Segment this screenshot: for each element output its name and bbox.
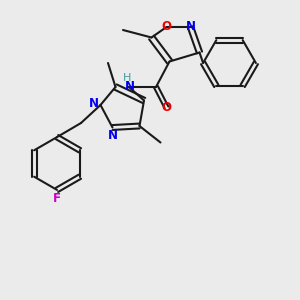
Text: O: O bbox=[161, 20, 172, 34]
Text: N: N bbox=[108, 129, 118, 142]
Text: N: N bbox=[89, 97, 99, 110]
Text: N: N bbox=[124, 80, 135, 93]
Text: H: H bbox=[123, 73, 132, 83]
Text: F: F bbox=[53, 192, 61, 205]
Text: O: O bbox=[161, 101, 172, 114]
Text: N: N bbox=[185, 20, 196, 34]
